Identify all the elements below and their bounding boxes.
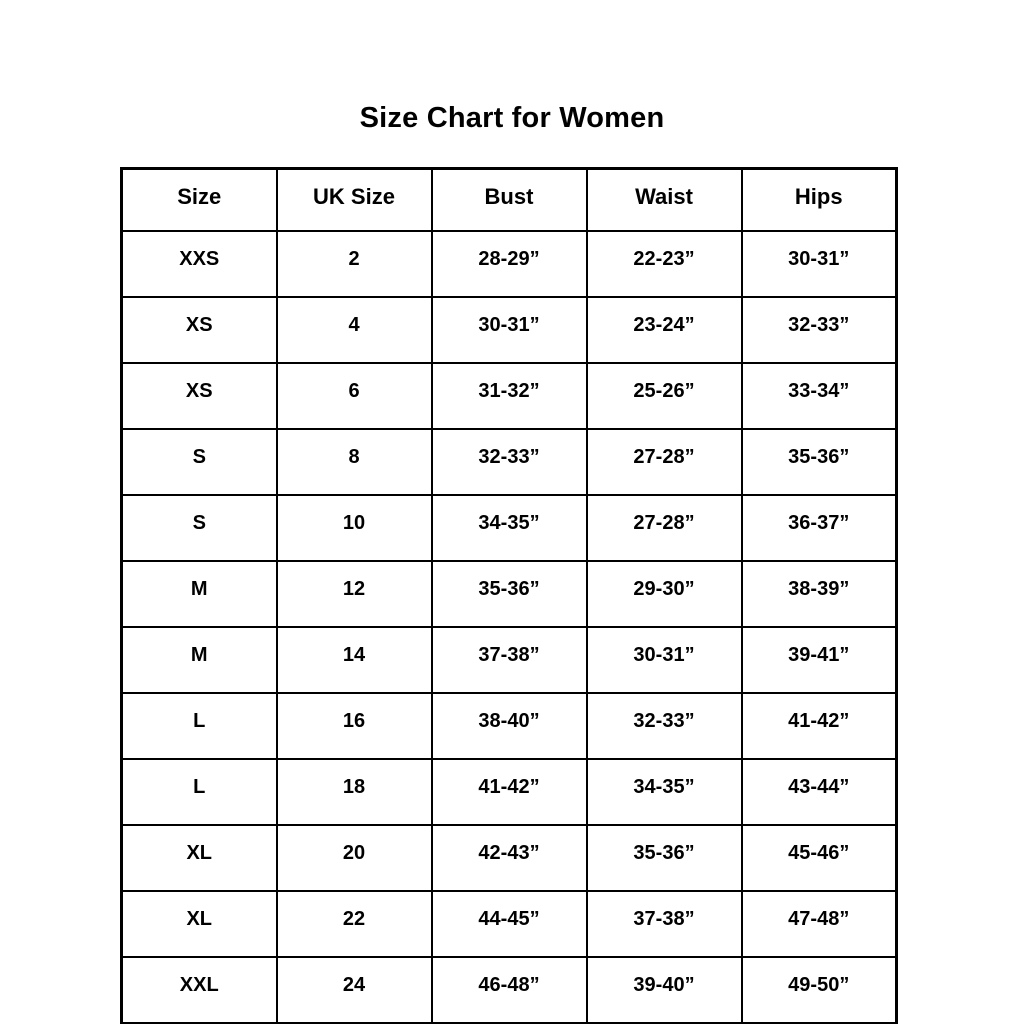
- cell-size: XXS: [120, 230, 278, 298]
- table-row: XS 4 30-31” 23-24” 32-33”: [120, 296, 898, 364]
- cell-bust: 32-33”: [430, 428, 588, 496]
- cell-hips: 32-33”: [740, 296, 898, 364]
- cell-bust: 30-31”: [430, 296, 588, 364]
- table-row: XXL 24 46-48” 39-40” 49-50”: [120, 956, 898, 1024]
- cell-uk-size: 10: [275, 494, 433, 562]
- cell-bust: 38-40”: [430, 692, 588, 760]
- cell-waist: 39-40”: [585, 956, 743, 1024]
- cell-waist: 37-38”: [585, 890, 743, 958]
- table-row: M 12 35-36” 29-30” 38-39”: [120, 560, 898, 628]
- cell-bust: 42-43”: [430, 824, 588, 892]
- cell-waist: 29-30”: [585, 560, 743, 628]
- table-header: Size UK Size Bust Waist Hips: [120, 167, 898, 232]
- cell-bust: 46-48”: [430, 956, 588, 1024]
- cell-hips: 38-39”: [740, 560, 898, 628]
- header-row: Size UK Size Bust Waist Hips: [120, 167, 898, 232]
- cell-uk-size: 24: [275, 956, 433, 1024]
- cell-waist: 27-28”: [585, 494, 743, 562]
- cell-waist: 27-28”: [585, 428, 743, 496]
- cell-uk-size: 2: [275, 230, 433, 298]
- cell-size: M: [120, 560, 278, 628]
- cell-size: S: [120, 494, 278, 562]
- cell-uk-size: 18: [275, 758, 433, 826]
- table-row: M 14 37-38” 30-31” 39-41”: [120, 626, 898, 694]
- cell-size: XS: [120, 362, 278, 430]
- cell-uk-size: 16: [275, 692, 433, 760]
- cell-hips: 36-37”: [740, 494, 898, 562]
- cell-uk-size: 22: [275, 890, 433, 958]
- cell-hips: 35-36”: [740, 428, 898, 496]
- table-row: S 8 32-33” 27-28” 35-36”: [120, 428, 898, 496]
- cell-hips: 43-44”: [740, 758, 898, 826]
- cell-hips: 47-48”: [740, 890, 898, 958]
- cell-waist: 22-23”: [585, 230, 743, 298]
- cell-waist: 25-26”: [585, 362, 743, 430]
- cell-size: XL: [120, 824, 278, 892]
- cell-size: XL: [120, 890, 278, 958]
- cell-hips: 33-34”: [740, 362, 898, 430]
- cell-waist: 30-31”: [585, 626, 743, 694]
- cell-uk-size: 12: [275, 560, 433, 628]
- cell-uk-size: 20: [275, 824, 433, 892]
- cell-uk-size: 4: [275, 296, 433, 364]
- cell-uk-size: 8: [275, 428, 433, 496]
- cell-hips: 39-41”: [740, 626, 898, 694]
- cell-size: M: [120, 626, 278, 694]
- cell-waist: 32-33”: [585, 692, 743, 760]
- cell-bust: 28-29”: [430, 230, 588, 298]
- table-row: XXS 2 28-29” 22-23” 30-31”: [120, 230, 898, 298]
- header-cell-size: Size: [120, 167, 278, 232]
- table-row: L 16 38-40” 32-33” 41-42”: [120, 692, 898, 760]
- header-cell-hips: Hips: [740, 167, 898, 232]
- cell-bust: 34-35”: [430, 494, 588, 562]
- header-cell-uk-size: UK Size: [275, 167, 433, 232]
- cell-hips: 45-46”: [740, 824, 898, 892]
- cell-size: XXL: [120, 956, 278, 1024]
- cell-size: L: [120, 692, 278, 760]
- cell-hips: 30-31”: [740, 230, 898, 298]
- cell-bust: 41-42”: [430, 758, 588, 826]
- cell-size: S: [120, 428, 278, 496]
- size-chart-table: Size UK Size Bust Waist Hips XXS 2 28-29…: [120, 167, 898, 1024]
- cell-size: L: [120, 758, 278, 826]
- cell-bust: 44-45”: [430, 890, 588, 958]
- cell-uk-size: 14: [275, 626, 433, 694]
- header-cell-waist: Waist: [585, 167, 743, 232]
- table-body: XXS 2 28-29” 22-23” 30-31” XS 4 30-31” 2…: [120, 230, 898, 1024]
- cell-hips: 41-42”: [740, 692, 898, 760]
- cell-hips: 49-50”: [740, 956, 898, 1024]
- table-row: XL 22 44-45” 37-38” 47-48”: [120, 890, 898, 958]
- cell-size: XS: [120, 296, 278, 364]
- table-row: XL 20 42-43” 35-36” 45-46”: [120, 824, 898, 892]
- page-title: Size Chart for Women: [359, 102, 665, 134]
- table-row: S 10 34-35” 27-28” 36-37”: [120, 494, 898, 562]
- table-row: XS 6 31-32” 25-26” 33-34”: [120, 362, 898, 430]
- cell-bust: 35-36”: [430, 560, 588, 628]
- cell-waist: 35-36”: [585, 824, 743, 892]
- cell-bust: 31-32”: [430, 362, 588, 430]
- table-row: L 18 41-42” 34-35” 43-44”: [120, 758, 898, 826]
- cell-bust: 37-38”: [430, 626, 588, 694]
- cell-waist: 34-35”: [585, 758, 743, 826]
- header-cell-bust: Bust: [430, 167, 588, 232]
- cell-waist: 23-24”: [585, 296, 743, 364]
- cell-uk-size: 6: [275, 362, 433, 430]
